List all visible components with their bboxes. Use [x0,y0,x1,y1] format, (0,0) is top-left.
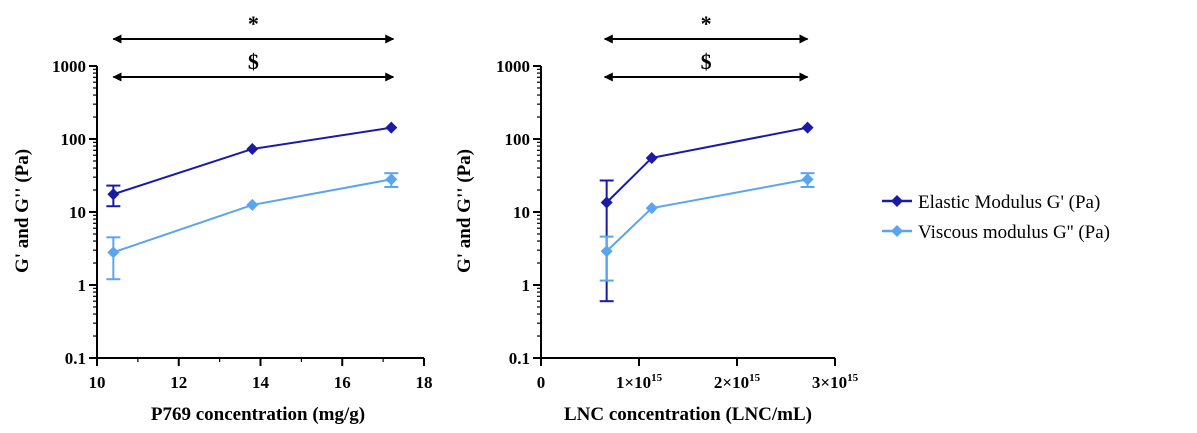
series-line [113,126,392,196]
x-axis-title: P769 concentration (mg/g) [151,404,365,425]
series-line [605,178,808,252]
y-tick-label: 1 [78,276,87,295]
legend-marker-elastic-icon [891,195,903,207]
legend-item-viscous: Viscous modulus G'' (Pa) [882,222,1110,243]
data-point [600,196,613,209]
x-tick-label: 14 [252,373,270,392]
x-tick-label: 12 [170,373,187,392]
y-tick-label: 0.1 [509,349,530,368]
y-tick-label: 10 [513,203,530,222]
y-tick-label: 0.1 [65,349,86,368]
x-tick-label: 2×1015 [714,372,761,392]
y-tick-label: 1000 [496,57,530,76]
data-point [107,246,120,259]
legend-label-viscous: Viscous modulus G'' (Pa) [918,222,1110,243]
plot-area: 0.1 1 10 100 1000 0 1×1015 2×1015 3×1015 * $ [496,11,859,392]
data-point [107,188,120,201]
x-axis-title: LNC concentration (LNC/mL) [564,404,812,425]
y-axis-title: G' and G'' (Pa) [12,149,33,273]
data-point [801,121,814,134]
x-tick-label: 1×1015 [616,372,663,392]
significance-symbol: $ [248,49,259,74]
legend-label-elastic: Elastic Modulus G' (Pa) [918,192,1100,213]
series-line [605,126,808,204]
data-point [801,173,814,186]
data-point [600,245,613,258]
data-point [645,202,658,215]
y-tick-label: 10 [69,203,86,222]
x-tick-label: 3×1015 [812,372,859,392]
y-tick-label: 1 [522,276,531,295]
series-line [113,178,392,254]
significance-symbol: * [248,11,259,36]
x-tick-label: 16 [334,373,351,392]
x-tick-label: 0 [537,373,546,392]
chart-panel-p769: 0.1 1 10 100 1000 10 12 14 16 18 * $ P769 concentra… [12,11,433,425]
data-point [246,142,259,155]
x-tick-label: 18 [416,373,433,392]
plot-area: 0.1 1 10 100 1000 10 12 14 16 18 * $ [52,11,433,392]
legend-marker-viscous-icon [891,225,903,237]
chart-panel-lnc: 0.1 1 10 100 1000 0 1×1015 2×1015 3×1015 * $ LNC c… [454,11,859,425]
data-point [645,151,658,164]
x-tick-label: 10 [89,373,106,392]
y-tick-label: 100 [505,130,531,149]
data-point [246,198,259,211]
y-axis-title: G' and G'' (Pa) [454,149,475,273]
y-tick-label: 100 [61,130,87,149]
significance-symbol: $ [701,49,712,74]
data-point [385,173,398,186]
y-tick-label: 1000 [52,57,86,76]
legend: Elastic Modulus G' (Pa) Viscous modulus … [882,192,1110,243]
legend-item-elastic: Elastic Modulus G' (Pa) [882,192,1100,213]
significance-symbol: * [701,11,712,36]
data-point [385,121,398,134]
